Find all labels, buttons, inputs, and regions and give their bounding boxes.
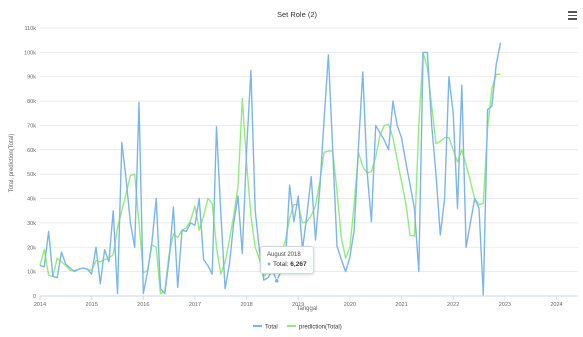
y-tick-label: 0 — [33, 294, 36, 300]
legend-label-total: Total — [265, 325, 278, 331]
y-axis-ticks: 0 10k 20k 30k 40k 50k 60k 70k 80k 90k 100k 110k — [24, 26, 36, 300]
y-tick-label: 10k — [27, 270, 36, 276]
x-tick-label: 2018 — [240, 302, 252, 308]
y-tick-label: 50k — [27, 172, 36, 178]
tooltip-value: 6,267 — [290, 261, 307, 268]
y-tick-label: 40k — [27, 197, 36, 203]
grid-lines — [40, 27, 578, 273]
y-tick-label: 30k — [27, 221, 36, 227]
y-tick-label: 20k — [27, 245, 36, 251]
hamburger-menu-icon — [568, 11, 577, 13]
y-axis-label: Total, prediction(Total) — [9, 134, 15, 193]
x-tick-label: 2020 — [344, 302, 356, 308]
legend-item-total[interactable]: Total — [253, 325, 278, 331]
y-tick-label: 90k — [27, 75, 36, 81]
x-tick-label: 2022 — [447, 302, 459, 308]
data-point-tooltip: August 2018 ● Total: 6,267 — [260, 246, 314, 274]
tooltip-date: August 2018 — [267, 252, 301, 258]
y-tick-label: 110k — [24, 26, 36, 32]
x-tick-label: 2019 — [292, 302, 304, 308]
x-tick-label: 2023 — [499, 302, 511, 308]
hover-point-marker — [274, 278, 280, 284]
series-line-total — [39, 42, 502, 296]
x-tick-label: 2015 — [86, 302, 98, 308]
legend: Total prediction(Total) — [253, 325, 342, 331]
y-tick-label: 100k — [24, 50, 36, 56]
x-tick-label: 2021 — [395, 302, 407, 308]
x-tick-label: 2024 — [550, 302, 562, 308]
x-tick-label: 2017 — [189, 302, 201, 308]
legend-label-prediction: prediction(Total) — [299, 325, 342, 331]
chart-title: Set Role (2) — [277, 10, 318, 19]
y-tick-label: 80k — [27, 99, 36, 105]
hover-marker — [274, 278, 280, 284]
x-tick-label: 2016 — [137, 302, 149, 308]
tooltip-series-name: Total — [272, 261, 287, 268]
x-tick-label: 2014 — [34, 302, 46, 308]
legend-item-prediction[interactable]: prediction(Total) — [287, 325, 342, 331]
x-axis-ticks: 2014 2015 2016 2017 2018 2019 2020 2021 2022 2023… — [34, 296, 563, 308]
x-axis-label: Tanggal — [296, 306, 317, 312]
chart-context-menu-button[interactable] — [568, 11, 577, 20]
y-tick-label: 70k — [27, 123, 36, 129]
y-tick-label: 60k — [27, 148, 36, 154]
tooltip-series-dot-icon: ● — [267, 261, 272, 268]
